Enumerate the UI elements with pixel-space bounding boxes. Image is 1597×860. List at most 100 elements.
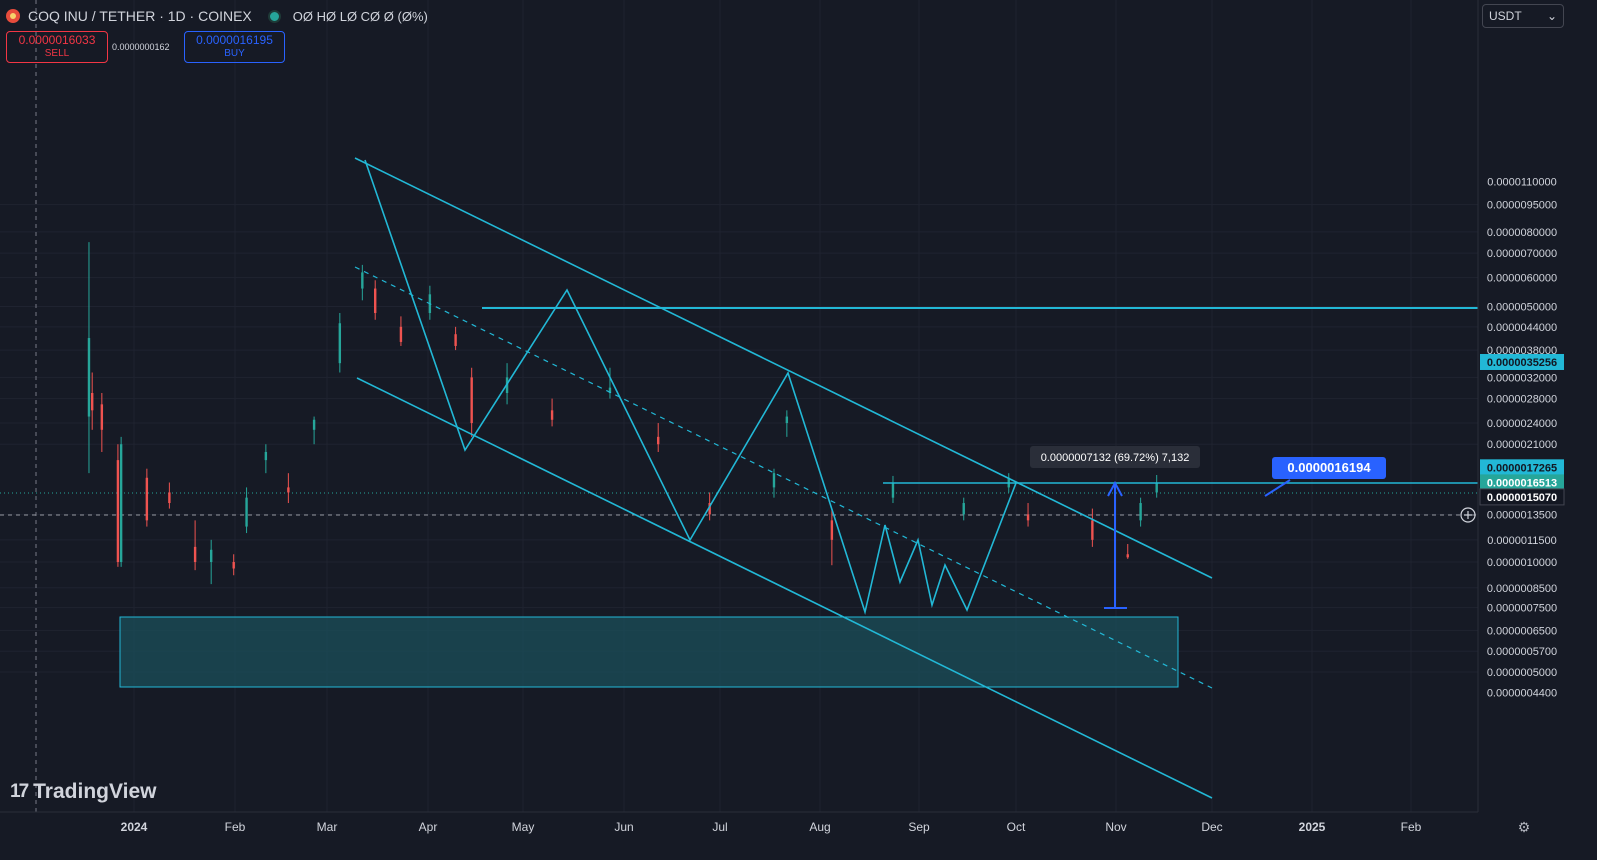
candle-body (116, 460, 120, 563)
currency-value: USDT (1489, 9, 1522, 23)
price-badge-bg (1480, 353, 1564, 370)
candle (891, 475, 895, 504)
price-badge-text: 0.0000035256 (1487, 357, 1557, 369)
currency-select[interactable]: USDT ⌄ (1482, 4, 1564, 28)
candle (830, 508, 834, 566)
candle (962, 497, 965, 521)
candle-body (119, 444, 123, 563)
tradingview-logo[interactable]: 17 TradingView (10, 780, 156, 804)
candle (264, 444, 268, 474)
channel-upper-line[interactable] (354, 157, 1213, 579)
price-badge-text: 0.0000017265 (1487, 462, 1557, 474)
price-tick-label: 0.0000080000 (1487, 227, 1557, 239)
candle-body (470, 377, 473, 424)
market-status-icon[interactable] (267, 9, 281, 23)
price-tick-label: 0.0000011500 (1487, 535, 1557, 547)
price-tick-label: 0.0000050000 (1487, 302, 1557, 314)
ohlc-values: OØ HØ LØ CØ Ø (Ø%) (292, 8, 428, 24)
candle (374, 280, 377, 320)
time-tick-label: Feb (1401, 820, 1422, 834)
candle (312, 416, 316, 445)
time-tick-label: May (512, 820, 535, 834)
candle-body (962, 503, 965, 515)
candle (145, 468, 149, 527)
buy-price: 0.0000016195 (196, 33, 273, 47)
tradingview-wordmark: TradingView (33, 780, 157, 803)
candle (193, 520, 197, 571)
candle-body (1091, 520, 1094, 540)
time-tick-label: Nov (1105, 820, 1126, 834)
candle (1026, 503, 1030, 527)
time-tick-label: Apr (419, 820, 438, 834)
candle (608, 367, 612, 399)
candle (470, 367, 473, 437)
candle-body (1026, 514, 1030, 521)
candle-body (100, 404, 104, 430)
candle (209, 539, 213, 585)
symbol-title[interactable]: COQ INU / TETHER · 1D · COINEX (28, 8, 252, 24)
candle-body (785, 416, 789, 424)
price-tick-label: 0.0000044000 (1487, 322, 1557, 334)
candle (87, 242, 91, 474)
price-tick-label: 0.0000005700 (1487, 646, 1557, 658)
time-tick-label: Oct (1007, 820, 1026, 834)
candle-body (90, 392, 94, 411)
price-badge-bg (1480, 459, 1564, 476)
coin-logo-icon (6, 9, 20, 23)
candle (232, 554, 235, 576)
price-tick-label: 0.0000013500 (1487, 509, 1557, 521)
sell-price: 0.0000016033 (18, 33, 96, 47)
buy-button[interactable]: 0.0000016195 BUY (184, 31, 285, 63)
candle-body (891, 482, 895, 498)
symbol-header[interactable]: COQ INU / TETHER · 1D · COINEX OØ HØ LØ … (6, 6, 428, 26)
candle-body (772, 473, 776, 488)
drawings-group[interactable] (354, 157, 1478, 799)
candle-body (87, 338, 91, 417)
price-label-bg[interactable] (1272, 457, 1386, 479)
time-axis-bg (0, 812, 1597, 860)
candle (785, 410, 789, 437)
price-badge-last-price: 0.0000016513 (1480, 474, 1564, 491)
measure-tooltip-bg (1030, 446, 1200, 468)
candle-body (1155, 482, 1158, 493)
gear-icon[interactable]: ⚙ (1517, 819, 1531, 835)
candle-body (287, 487, 290, 493)
candle-body (312, 419, 316, 430)
sell-button[interactable]: 0.0000016033 SELL (6, 31, 108, 63)
price-tick-label: 0.0000060000 (1487, 273, 1557, 285)
demand-zone[interactable] (119, 616, 1179, 688)
candle-body (338, 323, 342, 364)
candle-body (830, 520, 834, 540)
channel-lower-line[interactable] (356, 377, 1213, 799)
candle-body (1126, 554, 1129, 558)
plus-circle-icon[interactable] (1460, 507, 1476, 523)
price-tick-label: 0.0000024000 (1487, 418, 1557, 430)
candle-body (264, 451, 268, 461)
time-tick-label: 2024 (121, 820, 148, 834)
price-axis[interactable]: 0.0000095000 0.0000080000 0.0000070000 0.00… (1477, 0, 1597, 860)
candle-body (361, 272, 364, 289)
price-label-pointer (1264, 479, 1291, 497)
candle-body (168, 492, 171, 504)
price-axis-bg (1478, 0, 1597, 860)
measure-tooltip-text: 0.0000007132 (69.72%) 7,132 (1041, 452, 1190, 464)
zigzag-pattern[interactable] (364, 159, 1017, 616)
candle-body (209, 549, 213, 563)
time-tick-label: Jun (614, 820, 633, 834)
time-tick-label: Jul (712, 820, 727, 834)
price-tick-label-partial: 0.0000110000 (1487, 176, 1557, 188)
chevron-down-icon: ⌄ (1546, 9, 1557, 23)
time-tick-label: Sep (908, 820, 930, 834)
price-badge-crosshair: 0.0000015070 (1479, 488, 1565, 506)
candle (361, 264, 364, 301)
time-axis[interactable]: 2024 Feb Mar Apr May Jun Jul Aug Sep Oct Nov Dec 202… (0, 811, 1597, 860)
candle (454, 326, 457, 351)
candle (772, 468, 776, 498)
price-label-text: 0.0000016194 (1287, 460, 1371, 475)
price-tick-label: 0.0000070000 (1487, 248, 1557, 260)
candle (245, 487, 248, 534)
candle-body (454, 334, 457, 346)
price-tick-label: 0.0000032000 (1487, 372, 1557, 384)
